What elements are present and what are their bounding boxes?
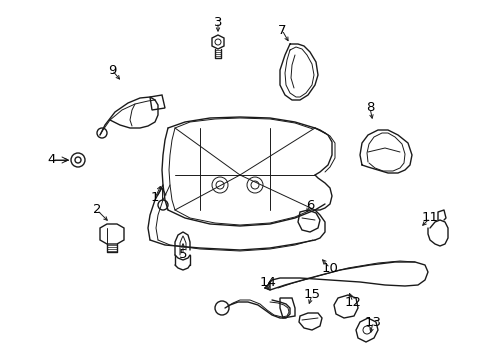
Text: 8: 8 bbox=[365, 102, 373, 114]
Text: 4: 4 bbox=[48, 153, 56, 166]
Text: 14: 14 bbox=[259, 275, 276, 288]
Text: 7: 7 bbox=[277, 23, 285, 36]
Text: 15: 15 bbox=[303, 288, 320, 301]
Text: 1: 1 bbox=[150, 192, 159, 204]
Text: 10: 10 bbox=[321, 261, 338, 274]
Text: 9: 9 bbox=[107, 63, 116, 77]
Text: 12: 12 bbox=[344, 296, 361, 309]
Text: 3: 3 bbox=[213, 15, 222, 28]
Text: 13: 13 bbox=[364, 315, 381, 328]
Text: 5: 5 bbox=[179, 248, 187, 261]
Text: 11: 11 bbox=[421, 211, 438, 225]
Text: 2: 2 bbox=[93, 203, 101, 216]
Text: 6: 6 bbox=[305, 199, 314, 212]
